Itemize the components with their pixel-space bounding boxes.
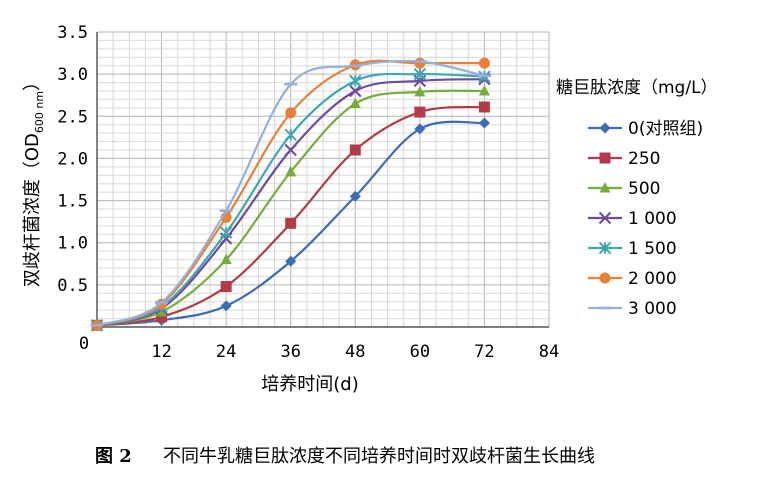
legend-title: 糖巨肽浓度（mg/L） bbox=[556, 78, 718, 98]
origin-label: 0 bbox=[79, 334, 89, 354]
data-point bbox=[349, 190, 361, 202]
data-point bbox=[413, 67, 427, 81]
data-point bbox=[478, 117, 490, 129]
x-tick-label: 12 bbox=[151, 342, 171, 362]
data-point bbox=[349, 97, 361, 109]
tick-labels: 12 24 36 48 60 72 84 0.5 1.0 1.5 2.0 2.5 3.0 3.5 bbox=[57, 23, 559, 362]
y-axis-title-close: ） bbox=[22, 73, 43, 91]
legend-marker bbox=[598, 211, 612, 225]
legend-marker bbox=[599, 182, 611, 193]
data-point bbox=[414, 123, 426, 135]
y-tick-label: 0.5 bbox=[57, 276, 88, 296]
data-point bbox=[478, 85, 490, 96]
legend-marker bbox=[599, 272, 611, 284]
data-point bbox=[220, 253, 232, 265]
legend-label: 3 000 bbox=[628, 299, 677, 319]
y-axis-title-main: 双歧杆菌浓度（OD bbox=[22, 133, 43, 287]
legend-label: 1 000 bbox=[628, 209, 677, 229]
x-tick-label: 60 bbox=[410, 342, 430, 362]
data-point bbox=[285, 255, 297, 267]
series-7 bbox=[90, 59, 491, 327]
legend-marker bbox=[599, 152, 611, 164]
data-point bbox=[156, 311, 168, 323]
data-point bbox=[219, 232, 233, 245]
legend-label: 250 bbox=[628, 149, 660, 169]
legend-item: 3 000 bbox=[588, 299, 677, 319]
series-lines bbox=[90, 57, 491, 332]
grid bbox=[97, 31, 550, 327]
legend-item: 1 000 bbox=[588, 209, 677, 229]
axes bbox=[96, 32, 549, 328]
y-tick-label: 1.0 bbox=[57, 234, 88, 254]
data-point bbox=[478, 101, 490, 113]
legend-label: 500 bbox=[628, 179, 660, 199]
y-tick-label: 2.0 bbox=[57, 149, 88, 169]
data-point bbox=[285, 107, 297, 119]
x-tick-label: 24 bbox=[216, 342, 236, 362]
legend-item: 2 000 bbox=[588, 269, 677, 289]
x-tick-label: 48 bbox=[345, 342, 365, 362]
data-point bbox=[414, 85, 426, 97]
data-point bbox=[349, 84, 362, 98]
x-tick-label: 84 bbox=[539, 342, 559, 362]
data-point bbox=[220, 281, 232, 293]
y-tick-label: 2.5 bbox=[57, 107, 88, 127]
x-tick-label: 36 bbox=[280, 342, 300, 362]
data-point bbox=[349, 74, 362, 88]
data-point bbox=[285, 217, 297, 229]
legend-label: 1 500 bbox=[628, 239, 677, 259]
legend-item: 1 500 bbox=[588, 239, 677, 259]
data-point bbox=[220, 300, 232, 312]
legend-item: 0(对照组) bbox=[588, 119, 703, 139]
legend-label: 2 000 bbox=[628, 269, 677, 289]
data-point bbox=[285, 165, 297, 177]
y-tick-label: 3.5 bbox=[57, 23, 88, 43]
data-point bbox=[284, 128, 297, 142]
data-point bbox=[414, 106, 426, 118]
y-axis-title-sub: 600 nm bbox=[33, 91, 46, 133]
y-tick-label: 3.0 bbox=[57, 65, 88, 85]
legend: 0(对照组) 250 500 1 000 1 500 2 000 3 000 bbox=[588, 119, 703, 319]
legend-item: 250 bbox=[588, 149, 660, 169]
data-point bbox=[219, 226, 233, 239]
data-point bbox=[284, 143, 297, 157]
data-point bbox=[414, 57, 426, 69]
data-point bbox=[478, 57, 490, 69]
x-tick-label: 72 bbox=[474, 342, 494, 362]
legend-marker bbox=[599, 122, 611, 134]
legend-item: 500 bbox=[588, 179, 660, 199]
figure-caption: 不同牛乳糖巨肽浓度不同培养时间时双歧杆菌生长曲线 bbox=[163, 446, 595, 467]
y-tick-label: 1.5 bbox=[57, 192, 88, 212]
legend-label: 0(对照组) bbox=[628, 119, 703, 139]
figure-number: 图 2 bbox=[95, 446, 132, 467]
legend-marker bbox=[598, 241, 612, 255]
y-axis-title: 双歧杆菌浓度（OD600 nm） bbox=[22, 73, 46, 287]
x-axis-title: 培养时间(d) bbox=[261, 374, 358, 395]
data-point bbox=[349, 144, 361, 156]
